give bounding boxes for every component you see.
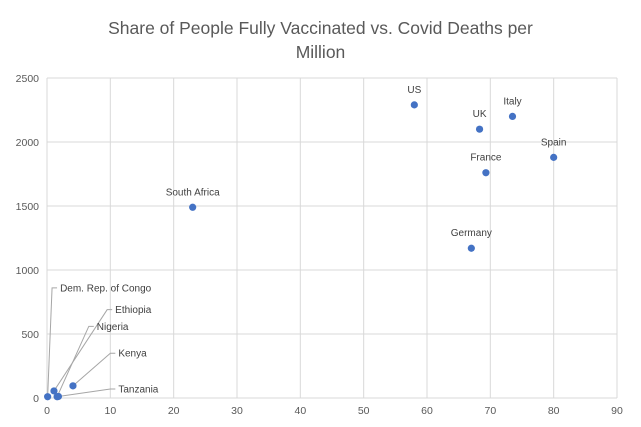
x-tick-label: 70 (484, 405, 496, 417)
x-tick-label: 80 (548, 405, 560, 417)
leader-line (56, 325, 94, 397)
x-tick-label: 0 (44, 405, 50, 417)
data-label: US (407, 85, 421, 96)
data-point (50, 387, 58, 395)
data-label: Spain (541, 137, 567, 148)
leader-line (72, 352, 116, 387)
chart-title: Share of People Fully Vaccinated vs. Cov… (0, 16, 641, 64)
data-label: Tanzania (118, 385, 158, 396)
data-point (69, 382, 77, 390)
data-label: France (470, 153, 502, 164)
chart-title-line1: Share of People Fully Vaccinated vs. Cov… (108, 18, 533, 38)
x-tick-label: 30 (231, 405, 243, 417)
data-point (54, 392, 63, 401)
y-tick-label: 2500 (16, 73, 40, 85)
data-point (475, 125, 484, 133)
y-tick-label: 2000 (16, 137, 40, 149)
data-label: UK (473, 109, 487, 120)
leader-line (58, 388, 116, 397)
x-tick-label: 40 (294, 405, 306, 417)
data-label: South Africa (166, 187, 220, 198)
data-point (467, 244, 475, 252)
data-label: Italy (503, 96, 521, 107)
y-tick-label: 0 (33, 393, 39, 405)
data-label: Dem. Rep. of Congo (60, 283, 152, 294)
data-point (410, 101, 418, 109)
x-tick-label: 60 (421, 405, 433, 417)
x-tick-label: 90 (611, 405, 623, 417)
y-tick-label: 500 (21, 329, 39, 341)
data-point (189, 203, 197, 211)
x-tick-label: 10 (104, 405, 116, 417)
data-point (482, 169, 490, 177)
x-tick-label: 20 (168, 405, 180, 417)
data-point (44, 393, 52, 401)
data-label: Kenya (118, 349, 147, 360)
x-tick-label: 50 (358, 405, 370, 417)
data-point (550, 153, 558, 161)
y-tick-label: 1500 (16, 201, 40, 213)
chart-title-line2: Million (295, 42, 346, 62)
data-label: Nigeria (97, 322, 129, 333)
data-label: Germany (451, 228, 492, 239)
data-point (508, 112, 517, 120)
leader-line (47, 287, 58, 397)
y-tick-label: 1000 (16, 265, 40, 277)
data-label: Ethiopia (115, 305, 152, 316)
